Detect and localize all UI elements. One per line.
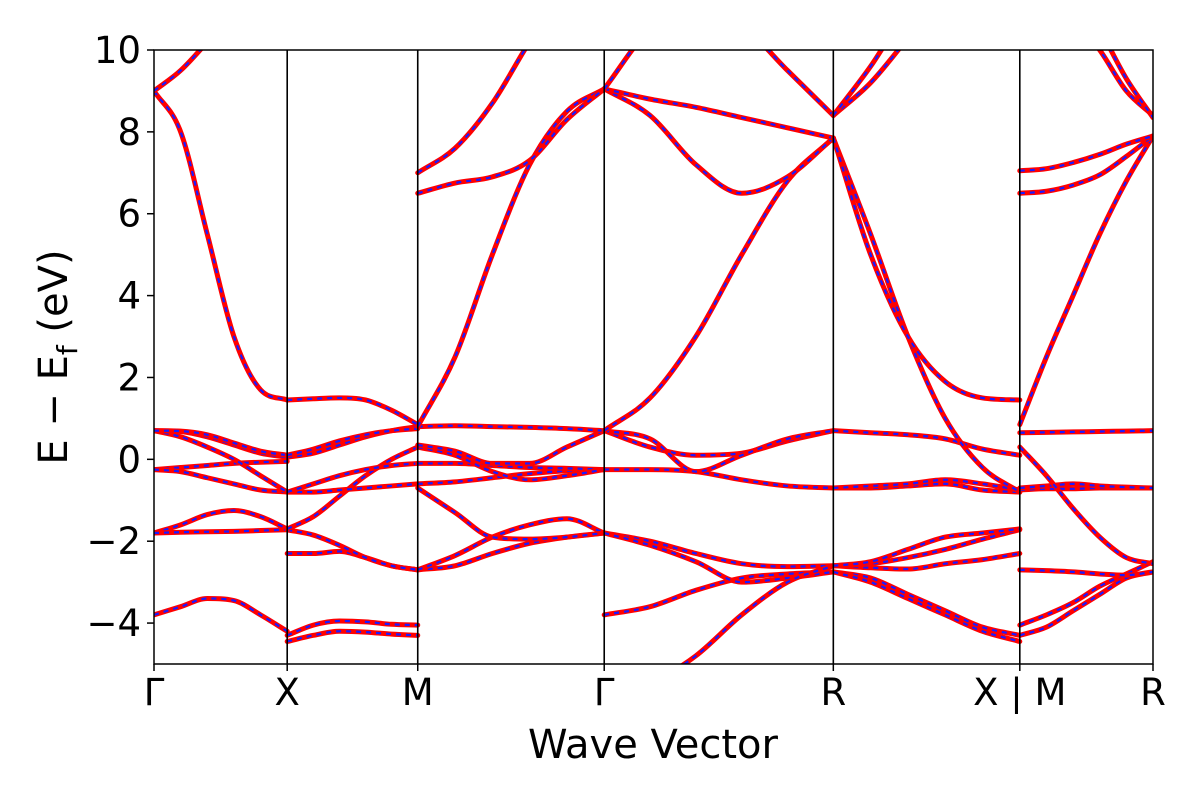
band-line-dashed-seg4-b9 [832, 137, 1020, 402]
band-line-dashed-seg2-b6 [417, 429, 605, 465]
band-line-dashed-seg3-b9 [603, 87, 834, 140]
band-line-dashed-seg3-b6 [604, 429, 834, 473]
band-line-dashed-seg4-b4 [833, 527, 1020, 567]
band-line-seg5-b10 [1096, 50, 1153, 118]
x-axis-ticks: Γ X M Γ R X | M R [144, 664, 1166, 714]
band-line-seg1-b4 [284, 444, 421, 532]
band-line-dashed-seg5-b8 [1019, 135, 1153, 195]
band-line-dashed-seg5-b9 [1019, 134, 1153, 172]
band-line-dashed-seg0-b7 [154, 429, 288, 457]
band-line-dashed-seg1-b5 [287, 482, 418, 494]
y-axis-label-sub: f [51, 344, 84, 355]
band-line-dashed-seg0-b9 [154, 50, 202, 92]
band-line-dashed-seg2-b8 [416, 87, 605, 428]
band-line-dashed-seg2-b5 [417, 445, 605, 481]
y-axis-label-unit: (eV) [31, 249, 77, 345]
x-tick-label-4: R [820, 671, 846, 714]
band-line-seg3-b8 [601, 86, 836, 196]
y-tick-label-1: −2 [86, 520, 141, 563]
band-line-dashed-seg1-b1 [286, 630, 418, 643]
y-tick-label-7: 10 [94, 29, 141, 72]
band-line-dashed-seg2-b7 [417, 424, 605, 432]
y-tick-label-4: 4 [117, 275, 141, 318]
band-line-dashed-seg5-b7 [1018, 135, 1153, 425]
band-line-dashed-seg2-b10 [417, 50, 526, 174]
band-line-seg3-b10 [601, 50, 836, 118]
band-line-dashed-seg3-b0 [604, 570, 834, 616]
band-line-dashed-seg2-b0 [417, 531, 605, 571]
band-line-dashed-seg1-b2 [287, 550, 418, 571]
band-line-seg5-b11 [1108, 50, 1153, 121]
band-line-dashed-seg0-b5 [154, 429, 288, 494]
band-line-dashed-seg3-b4 [604, 468, 834, 490]
band-line-seg0-b0 [154, 596, 290, 634]
band-line-dashed-seg4-b2 [833, 552, 1020, 571]
band-line-dashed-seg2-b2 [417, 487, 605, 541]
band-line-dashed-seg4-b1 [833, 570, 1021, 643]
band-line-dashed-seg3-b7 [603, 137, 835, 432]
band-line-dashed-seg1-b8 [286, 427, 418, 457]
x-tick-label-6: R [1140, 671, 1166, 714]
y-axis-ticks: −4 −2 0 2 4 6 8 10 [86, 29, 154, 645]
band-line-dashed-seg3-b1 [604, 531, 834, 568]
band-line-dashed-seg5-b4 [1019, 482, 1153, 490]
band-line-dashed-seg4-b8 [832, 137, 1021, 493]
band-line-dashed-seg0-b8 [154, 90, 288, 402]
plot-background [154, 50, 1153, 664]
band-line-seg2-b9 [415, 86, 607, 196]
band-line-dashed-seg0-b1 [154, 509, 288, 535]
y-tick-label-2: 0 [117, 438, 141, 481]
y-tick-label-6: 8 [117, 111, 141, 154]
y-axis-label-main: E − E [31, 355, 77, 465]
x-tick-label-0: Γ [144, 671, 165, 714]
band-line-dashed-seg1-b9 [287, 396, 419, 426]
band-line-dashed-seg1-b3 [286, 528, 418, 571]
bands-layer [154, 50, 1153, 664]
band-line-dashed-seg4-b0 [833, 570, 1021, 637]
band-line-dashed-seg5-b6 [1019, 429, 1153, 434]
band-line-seg1-b0 [284, 618, 421, 638]
x-tick-label-1: X [275, 671, 300, 714]
band-line-dashed-seg4-b7 [833, 429, 1020, 457]
band-line-dashed-seg0-b2 [154, 528, 288, 535]
high-symmetry-lines [286, 50, 1021, 664]
band-line-dashed-seg4-b6 [833, 478, 1020, 492]
y-tick-label-0: −4 [86, 602, 141, 645]
x-axis-label: Wave Vector [528, 722, 779, 768]
band-line-dashed-seg0-b4 [154, 468, 288, 494]
band-line-dashed-seg2-b1 [417, 517, 605, 571]
y-axis-label: E − Ef (eV) [31, 249, 84, 464]
y-tick-label-3: 2 [117, 356, 141, 399]
x-tick-label-2: M [402, 671, 434, 714]
band-line-dashed-seg5-b3 [1019, 486, 1153, 492]
band-line-dashed-seg0-b3 [154, 460, 288, 471]
band-line-dashed-seg3-b2 [603, 531, 834, 584]
y-tick-label-5: 6 [117, 193, 141, 236]
band-line-dashed-seg3-b3 [682, 564, 834, 664]
plot-frame [153, 49, 1154, 665]
band-line-dashed-seg2-b4 [417, 462, 605, 471]
band-line-dashed-seg1-b6 [286, 462, 418, 494]
band-line-dashed-seg5-b5 [1018, 446, 1153, 565]
band-line-seg4-b11 [830, 50, 885, 118]
x-tick-label-5: X | M [973, 671, 1066, 714]
band-line-seg4-b10 [830, 50, 902, 118]
x-tick-label-3: Γ [594, 671, 615, 714]
band-line-dashed-seg5-b2 [1019, 568, 1153, 577]
